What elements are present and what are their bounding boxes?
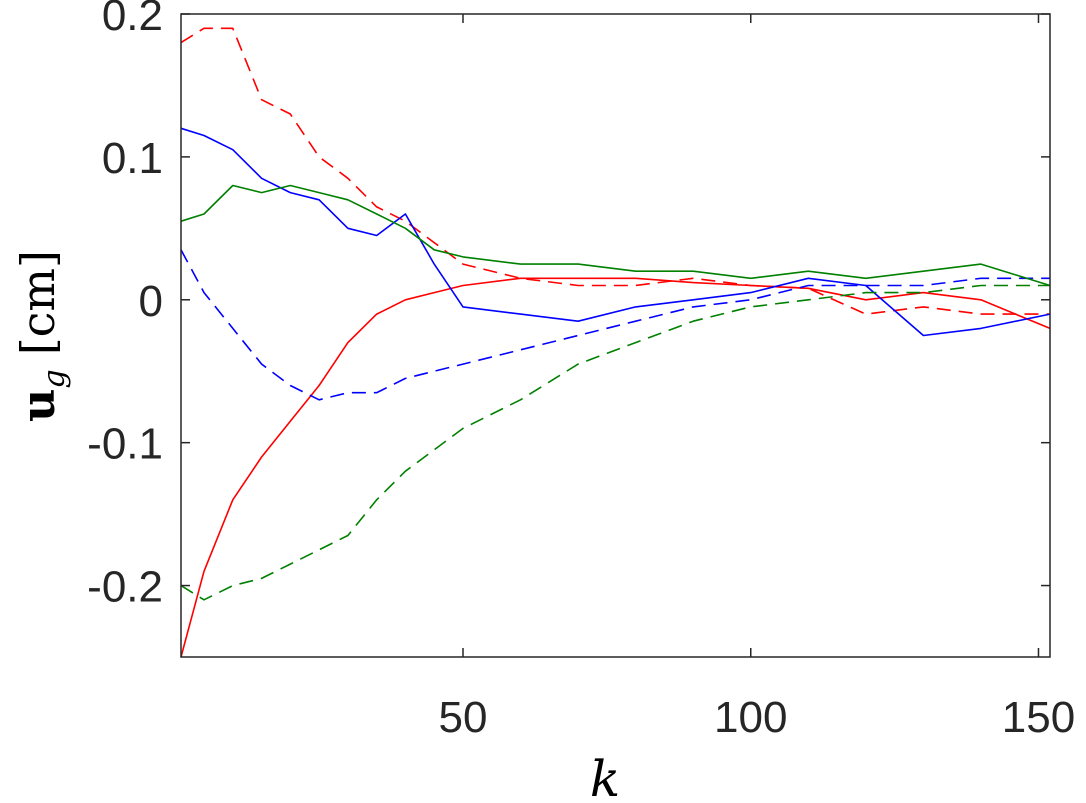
series-line-4 bbox=[180, 249, 1050, 401]
y-tick-label: -0.2 bbox=[87, 563, 163, 612]
x-axis-label: k bbox=[590, 750, 620, 803]
y-axis-label-subscript: g bbox=[37, 369, 72, 388]
series-line-6 bbox=[180, 284, 1050, 601]
plot-frame bbox=[180, 13, 1051, 658]
y-tick-label: -0.1 bbox=[87, 420, 163, 469]
x-tick-label: 100 bbox=[714, 693, 787, 742]
svg-text:ug[cm]: ug [cm] bbox=[11, 250, 72, 422]
ticks-layer: 50 100 150 0.2 0.1 0 -0.1 -0.2 bbox=[87, 0, 1075, 742]
x-tick-label: 150 bbox=[1002, 693, 1075, 742]
series-layer bbox=[180, 27, 1051, 658]
y-tick-label: 0.1 bbox=[102, 134, 163, 183]
series-line-5 bbox=[180, 184, 1051, 287]
y-axis-label-unit: [cm] bbox=[11, 250, 65, 355]
y-axis-label: ug [cm] bbox=[11, 250, 72, 422]
y-tick-label: 0 bbox=[139, 277, 163, 326]
series-line-1 bbox=[180, 277, 1051, 658]
series-line-3 bbox=[180, 127, 1051, 337]
y-tick-label: 0.2 bbox=[102, 0, 163, 40]
series-line-2 bbox=[180, 27, 1050, 315]
x-tick-label: 50 bbox=[439, 693, 488, 742]
y-axis-label-main: u bbox=[11, 389, 65, 422]
